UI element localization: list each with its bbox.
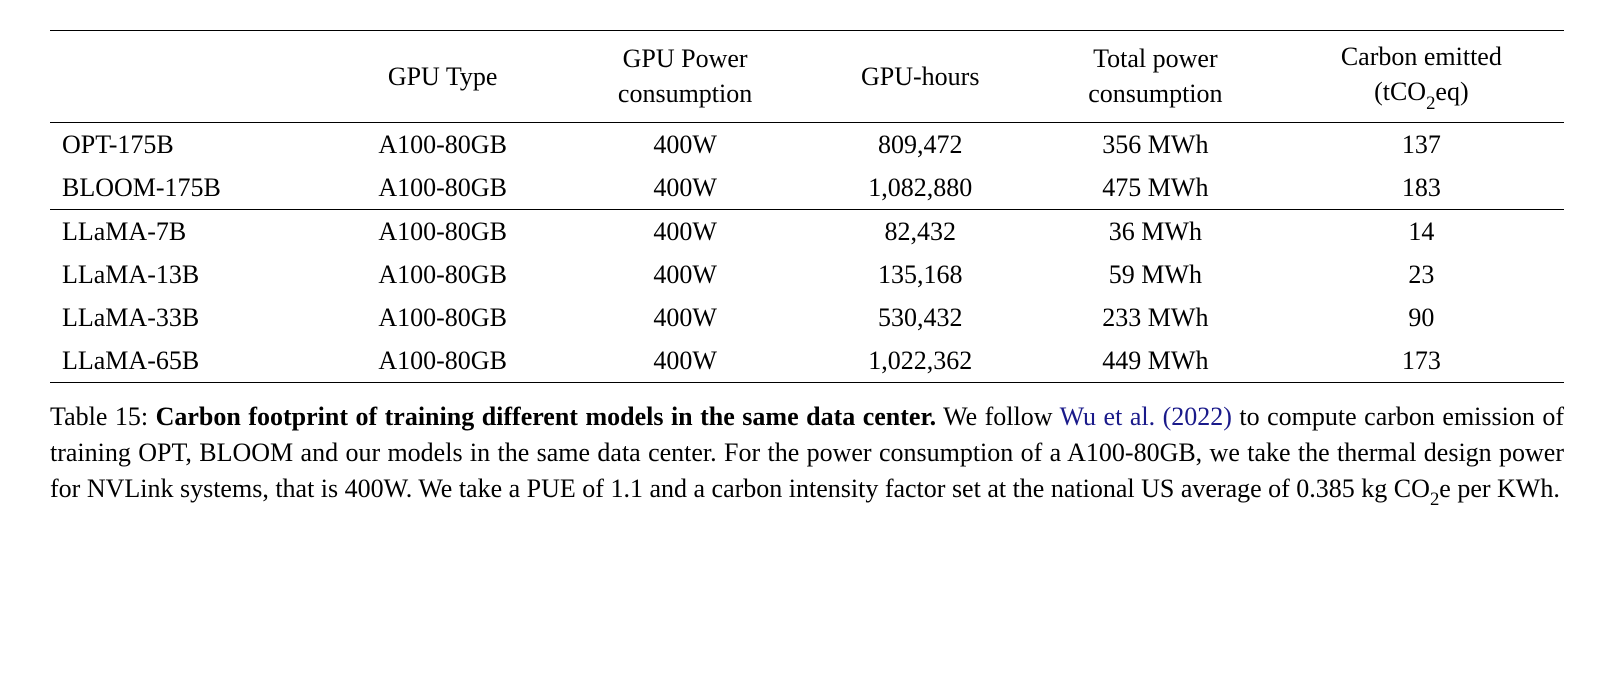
cell-gpu-type: A100-80GB — [324, 339, 562, 383]
table-header-row: GPU Type GPU Power consumption GPU-hours… — [50, 31, 1564, 123]
cell-model: LLaMA-13B — [50, 253, 324, 296]
col-header-model — [50, 31, 324, 123]
table-row: LLaMA-33BA100-80GB400W530,432233 MWh90 — [50, 296, 1564, 339]
cell-gpu-power: 400W — [562, 209, 809, 253]
table-caption: Table 15: Carbon footprint of training d… — [50, 399, 1564, 511]
citation-wu-2022[interactable]: Wu et al. — [1060, 402, 1156, 431]
caption-label: Table 15: — [50, 402, 156, 431]
cell-carbon: 14 — [1279, 209, 1564, 253]
cell-total-power: 59 MWh — [1032, 253, 1279, 296]
cell-gpu-type: A100-80GB — [324, 122, 562, 166]
caption-body-post: e per KWh. — [1439, 474, 1560, 503]
cell-total-power: 475 MWh — [1032, 166, 1279, 210]
col-header-total-power-line2: consumption — [1050, 76, 1261, 111]
cell-gpu-hours: 809,472 — [808, 122, 1032, 166]
table-row: LLaMA-13BA100-80GB400W135,16859 MWh23 — [50, 253, 1564, 296]
cell-model: LLaMA-7B — [50, 209, 324, 253]
table-row: OPT-175BA100-80GB400W809,472356 MWh137 — [50, 122, 1564, 166]
caption-co2-sub: 2 — [1430, 489, 1439, 510]
cell-carbon: 183 — [1279, 166, 1564, 210]
col-header-gpu-hours: GPU-hours — [808, 31, 1032, 123]
cell-carbon: 173 — [1279, 339, 1564, 383]
cell-gpu-hours: 82,432 — [808, 209, 1032, 253]
table-body: OPT-175BA100-80GB400W809,472356 MWh137BL… — [50, 122, 1564, 383]
caption-title: Carbon footprint of training different m… — [156, 402, 937, 431]
cell-gpu-type: A100-80GB — [324, 166, 562, 210]
col-header-gpu-power-line2: consumption — [580, 76, 791, 111]
cell-model: LLaMA-33B — [50, 296, 324, 339]
col-header-gpu-power: GPU Power consumption — [562, 31, 809, 123]
col-header-gpu-type: GPU Type — [324, 31, 562, 123]
cell-total-power: 36 MWh — [1032, 209, 1279, 253]
cell-total-power: 356 MWh — [1032, 122, 1279, 166]
cell-gpu-hours: 530,432 — [808, 296, 1032, 339]
cell-carbon: 90 — [1279, 296, 1564, 339]
cell-carbon: 137 — [1279, 122, 1564, 166]
cell-total-power: 449 MWh — [1032, 339, 1279, 383]
cell-model: BLOOM-175B — [50, 166, 324, 210]
citation-year[interactable]: (2022) — [1155, 402, 1232, 431]
cell-model: LLaMA-65B — [50, 339, 324, 383]
col-header-gpu-power-line1: GPU Power — [580, 41, 791, 76]
caption-body-pre: We follow — [936, 402, 1059, 431]
col-header-total-power: Total power consumption — [1032, 31, 1279, 123]
table-container: GPU Type GPU Power consumption GPU-hours… — [50, 30, 1564, 511]
table-row: LLaMA-65BA100-80GB400W1,022,362449 MWh17… — [50, 339, 1564, 383]
table-row: BLOOM-175BA100-80GB400W1,082,880475 MWh1… — [50, 166, 1564, 210]
cell-gpu-hours: 1,082,880 — [808, 166, 1032, 210]
cell-model: OPT-175B — [50, 122, 324, 166]
cell-total-power: 233 MWh — [1032, 296, 1279, 339]
cell-gpu-hours: 1,022,362 — [808, 339, 1032, 383]
cell-gpu-hours: 135,168 — [808, 253, 1032, 296]
cell-gpu-power: 400W — [562, 122, 809, 166]
col-header-carbon-line1: Carbon emitted — [1297, 39, 1546, 74]
carbon-footprint-table: GPU Type GPU Power consumption GPU-hours… — [50, 30, 1564, 383]
cell-gpu-power: 400W — [562, 166, 809, 210]
table-row: LLaMA-7BA100-80GB400W82,43236 MWh14 — [50, 209, 1564, 253]
cell-gpu-type: A100-80GB — [324, 253, 562, 296]
cell-gpu-power: 400W — [562, 253, 809, 296]
col-header-carbon: Carbon emitted (tCO2eq) — [1279, 31, 1564, 123]
cell-gpu-type: A100-80GB — [324, 209, 562, 253]
col-header-carbon-line2: (tCO2eq) — [1297, 74, 1546, 113]
col-header-total-power-line1: Total power — [1050, 41, 1261, 76]
cell-gpu-power: 400W — [562, 296, 809, 339]
cell-gpu-power: 400W — [562, 339, 809, 383]
cell-gpu-type: A100-80GB — [324, 296, 562, 339]
cell-carbon: 23 — [1279, 253, 1564, 296]
